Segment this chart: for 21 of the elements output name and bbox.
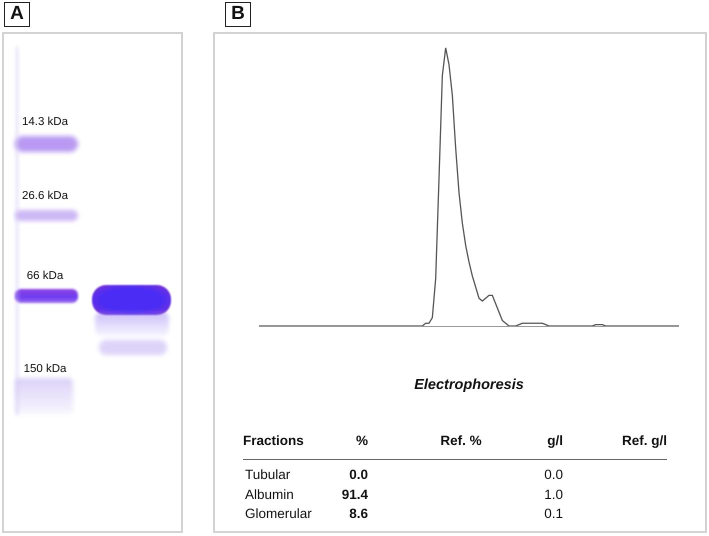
text: 8.6 — [349, 506, 368, 522]
text: 1.0 — [544, 486, 563, 502]
text: A — [4, 2, 30, 27]
text: 150 kDa — [24, 362, 66, 377]
chart-title: B — [225, 2, 251, 27]
text: 0.1 — [544, 506, 563, 522]
text: Ref. % — [440, 433, 482, 449]
text: Ref. g/l — [622, 433, 667, 449]
text: 0.0 — [544, 467, 563, 483]
text: 0.0 — [349, 467, 368, 483]
text: g/l — [547, 433, 563, 449]
x-axis-title: Electrophoresis — [414, 377, 524, 394]
text: Glomerular — [245, 506, 312, 522]
text: Tubular — [245, 467, 290, 483]
text: 91.4 — [342, 486, 368, 502]
text: % — [356, 433, 368, 449]
text: 66 kDa — [26, 269, 64, 284]
text: 14.3 kDa — [22, 115, 68, 130]
text: Albumin — [245, 486, 294, 502]
text: 26.6 kDa — [22, 189, 68, 204]
text: Fractions — [243, 433, 304, 449]
